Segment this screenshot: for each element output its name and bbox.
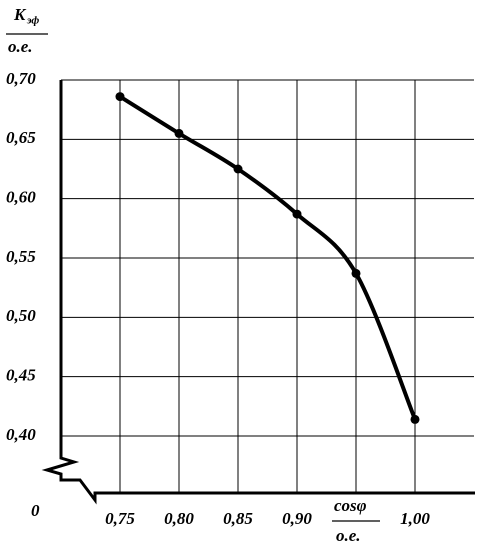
- y-tick-label: 0,65: [6, 128, 36, 147]
- x-tick-label: 0,90: [282, 509, 312, 528]
- point: [233, 164, 243, 174]
- x-axis-unit: о.е.: [336, 526, 361, 545]
- y-tick-label: 0,70: [6, 69, 36, 88]
- point: [351, 268, 361, 278]
- x-tick-label: 0,80: [164, 509, 194, 528]
- point: [292, 209, 302, 219]
- y-tick-label: 0,55: [6, 247, 36, 266]
- x-axis-symbol: cosφ: [334, 496, 367, 515]
- y-axis-unit: о.е.: [8, 37, 33, 56]
- x-tick-label: 1,00: [400, 509, 430, 528]
- x-tick-label: 0,85: [223, 509, 253, 528]
- y-axis-subscript: эф: [26, 15, 39, 27]
- point: [174, 128, 184, 138]
- y-tick-label: 0,60: [6, 188, 36, 207]
- origin-label: 0: [31, 501, 40, 520]
- y-axis-symbol: K: [13, 5, 27, 24]
- y-tick-label: 0,40: [6, 425, 36, 444]
- axes: [41, 80, 475, 505]
- x-tick-label: 0,75: [105, 509, 135, 528]
- point: [410, 414, 420, 424]
- y-tick-label: 0,50: [6, 306, 36, 325]
- y-tick-label: 0,45: [6, 366, 36, 385]
- point: [115, 92, 125, 102]
